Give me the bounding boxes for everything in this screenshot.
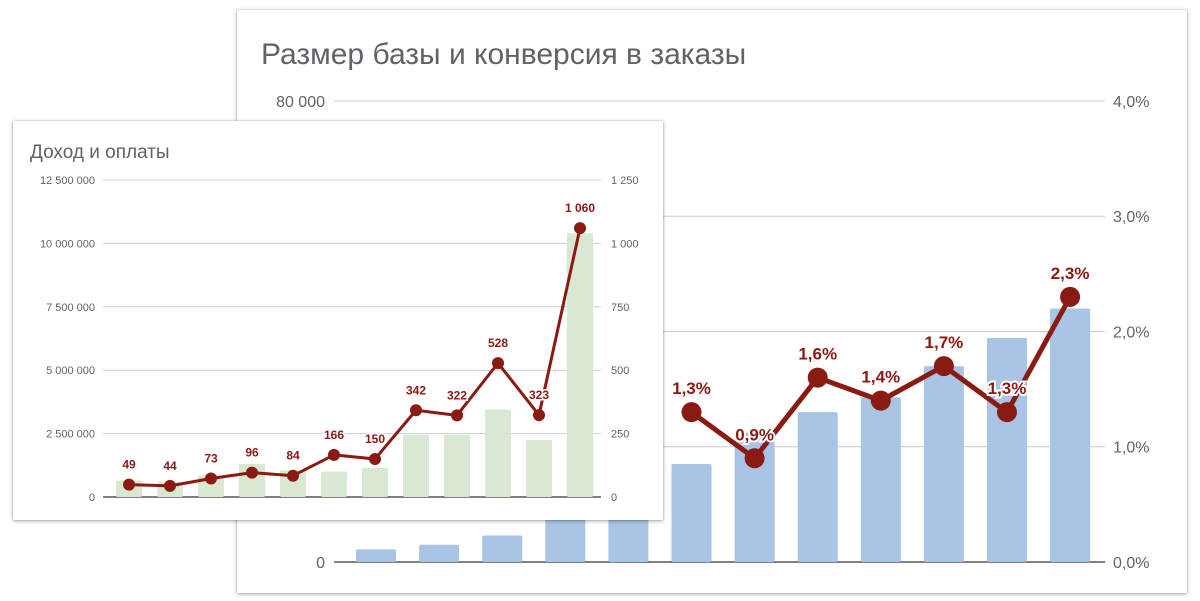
bar [734,432,775,562]
data-label: 96 [245,446,259,460]
right-axis-tick-label: 500 [611,365,629,377]
line-point [164,479,176,492]
data-label: 1,6% [798,345,837,364]
left-axis-tick-label: 10 000 000 [40,238,95,250]
bar [362,467,388,497]
bar [860,397,901,562]
left-axis-tick-label: 0 [316,555,325,572]
line-point [533,409,545,422]
data-label: 84 [286,449,300,463]
line-point [870,390,891,411]
line-point [807,367,828,388]
right-axis-tick-label: 250 [611,429,629,441]
right-axis-tick-label: 4,0% [1113,94,1149,111]
data-label: 528 [488,336,508,350]
line-point [410,404,422,417]
bar [567,233,593,498]
data-label: 2,3% [1051,264,1090,283]
line-point [492,357,504,370]
line-point [451,409,463,422]
data-label: 1,3% [988,379,1027,398]
data-label: 44 [163,459,177,473]
bar [280,470,306,497]
bar [923,366,964,562]
right-axis-tick-label: 0,0% [1113,555,1149,572]
data-label: 1,4% [861,368,900,387]
data-label: 322 [447,388,467,402]
line-point [287,469,299,482]
bar [321,471,347,497]
right-axis-tick-label: 1,0% [1113,440,1149,457]
revenue-chart: Доход и оплаты 0 250 500 750 1 000 1 250 0 2 500… [30,142,639,504]
data-label: 1,7% [925,333,964,352]
line-point [574,222,586,235]
line-point [123,478,135,491]
left-axis-tick-label: 12 500 000 [40,175,95,187]
data-label: 0,9% [735,425,774,444]
data-label: 166 [324,428,344,442]
data-label: 342 [406,383,426,397]
bar [482,535,523,562]
right-axis-tick-label: 750 [611,302,629,314]
data-label: 73 [204,451,218,465]
right-axis-tick-label: 1 000 [611,238,639,250]
line-point [205,472,217,485]
data-label: 1,3% [672,379,711,398]
left-axis-tick-label: 5 000 000 [46,365,95,377]
chart-title: Размер базы и конверсия в заказы [261,38,746,71]
right-axis-tick-label: 3,0% [1113,209,1149,226]
bar [545,515,586,562]
left-axis-tick-label: 2 500 000 [46,429,95,441]
line-point [369,452,381,465]
right-axis-tick-label: 2,0% [1113,324,1149,341]
bar [403,434,429,497]
bar [356,549,396,562]
bar [1050,308,1091,562]
left-axis-tick-label: 80 000 [276,94,325,111]
bar [987,337,1027,562]
right-axis-tick-label: 0 [611,492,617,504]
bar [419,544,460,562]
series-line [128,227,582,488]
revenue-chart-card: Доход и оплаты 0 250 500 750 1 000 1 250 0 2 500… [13,121,663,520]
data-label: 1 060 [565,201,595,215]
data-label: 150 [365,432,385,446]
line-point [246,466,258,479]
line-point [997,402,1017,423]
bar [526,439,552,497]
data-label: 323 [529,388,549,402]
left-axis-tick-label: 7 500 000 [46,302,95,314]
conversion-chart: Размер базы и конверсия в заказы 0,0% 1,0%… [261,38,1149,572]
data-label: 49 [122,458,136,472]
line-point [681,402,702,423]
line-point [933,356,954,377]
line-point [328,448,340,461]
line-point [744,448,765,469]
right-axis-tick-label: 1 250 [611,175,639,187]
bar [444,434,470,497]
bar [797,412,838,562]
bar [671,464,712,562]
chart-title: Доход и оплаты [30,142,170,163]
line-point [1060,286,1081,307]
left-axis-tick-label: 0 [89,492,95,504]
bar [485,409,511,497]
